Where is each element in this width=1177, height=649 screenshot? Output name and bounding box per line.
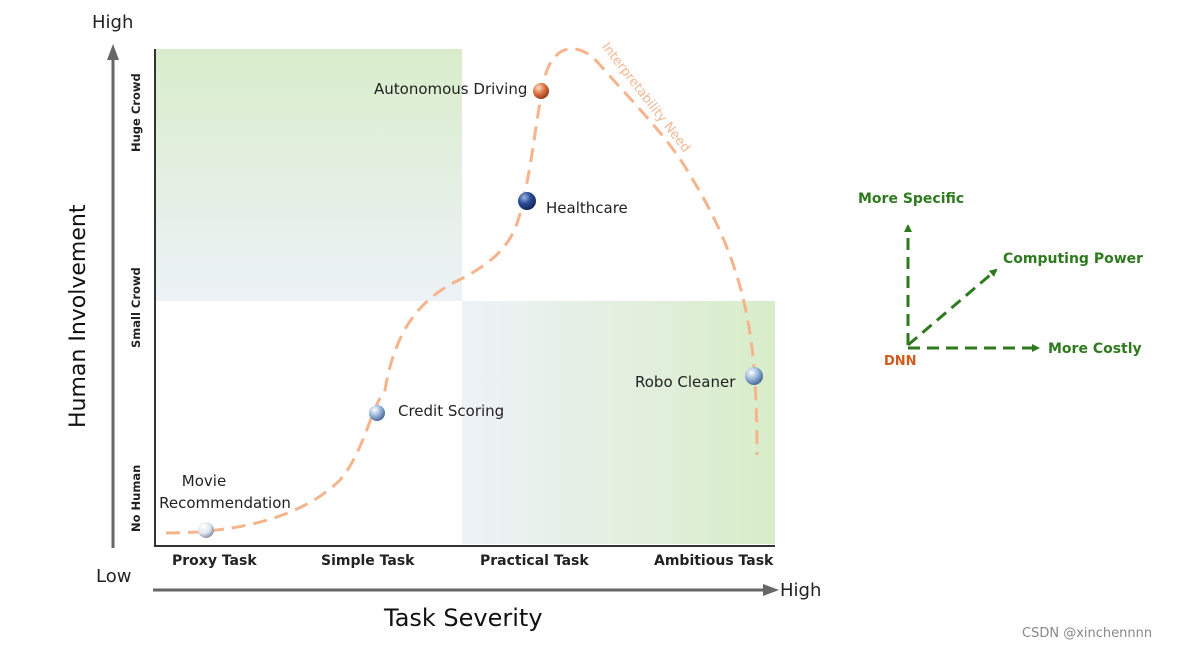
y-axis-arrow — [107, 44, 119, 548]
x-tick-practical-task: Practical Task — [480, 553, 589, 569]
vector-label-computing-power: Computing Power — [1003, 251, 1144, 267]
x-axis-title: Task Severity — [384, 604, 543, 632]
y-axis-title: Human Involvement — [66, 204, 91, 428]
x-tick-proxy-task: Proxy Task — [172, 553, 257, 569]
label-movie-line2: Recommendation — [159, 494, 291, 512]
point-healthcare — [518, 192, 536, 210]
watermark: CSDN @xinchennnn — [1022, 626, 1153, 641]
label-healthcare: Healthcare — [546, 199, 628, 217]
vector-origin-dnn: DNN — [884, 354, 917, 369]
point-credit-scoring — [369, 405, 385, 421]
interpretability-curve — [165, 47, 759, 535]
label-credit-scoring: Credit Scoring — [398, 402, 505, 420]
x-tick-simple-task: Simple Task — [321, 553, 415, 569]
region-top-left — [155, 49, 462, 301]
region-bottom-right — [462, 301, 775, 544]
y-tick-no-human: No Human — [129, 464, 143, 532]
y-axis-high-label: High — [92, 12, 134, 33]
vector-diagram — [904, 224, 1040, 352]
point-movie-recommendation — [198, 522, 214, 538]
y-tick-huge-crowd: Huge Crowd — [129, 73, 143, 152]
x-axis-high-label: High — [780, 580, 822, 601]
label-autonomous-driving: Autonomous Driving — [374, 80, 528, 98]
vector-diag — [907, 268, 998, 347]
x-tick-ambitious-task: Ambitious Task — [654, 553, 774, 569]
axis-low-label: Low — [96, 566, 132, 587]
point-autonomous-driving — [533, 83, 549, 99]
label-movie-line1: Movie — [181, 472, 227, 490]
y-tick-small-crowd: Small Crowd — [129, 267, 143, 348]
vector-label-more-costly: More Costly — [1048, 341, 1142, 357]
label-robo-cleaner: Robo Cleaner — [635, 373, 736, 391]
plot-frame — [154, 49, 775, 547]
point-robo-cleaner — [745, 367, 763, 385]
vector-label-more-specific: More Specific — [858, 191, 965, 207]
x-axis-arrow — [153, 584, 779, 596]
